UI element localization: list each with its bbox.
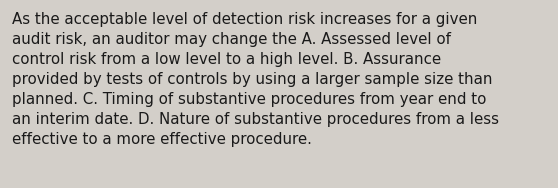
Text: As the acceptable level of detection risk increases for a given
audit risk, an a: As the acceptable level of detection ris… (12, 12, 499, 147)
